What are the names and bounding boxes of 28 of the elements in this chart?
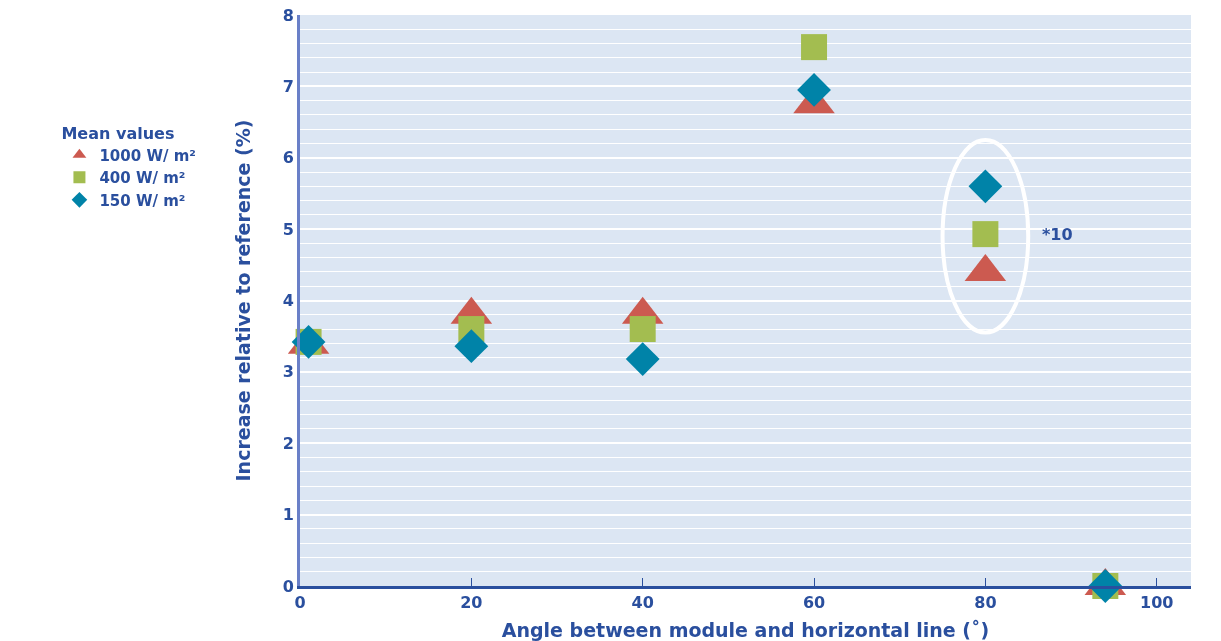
y-tick-label: 3	[282, 362, 294, 382]
y-tick-label: 2	[282, 433, 294, 453]
y-tick-label: 7	[282, 76, 294, 96]
x-tick-label: 100	[1140, 593, 1174, 613]
y-tick-label: 6	[282, 148, 294, 168]
point	[972, 221, 999, 248]
annotation: *10	[1042, 225, 1073, 244]
legend-label: 150 W/ m²	[99, 191, 186, 210]
y-axis-title: Increase relative to reference (%)	[232, 119, 254, 482]
x-tick-label: 80	[974, 593, 997, 613]
legend-title: Mean values	[61, 123, 175, 143]
legend-label: 1000 W/ m²	[99, 146, 196, 165]
y-tick-label: 8	[282, 5, 294, 25]
x-tick-label: 60	[802, 593, 826, 613]
x-tick-label: 20	[460, 593, 483, 613]
y-tick-label: 1	[282, 505, 294, 525]
y-tick-label: 4	[282, 291, 294, 311]
legend-label: 400 W/ m²	[99, 169, 186, 188]
x-axis-title: Angle between module and horizontal line (˚)	[501, 619, 990, 641]
point	[625, 342, 660, 376]
x-tick-label: 40	[631, 593, 654, 613]
y-tick-label: 5	[282, 219, 294, 239]
y-tick-label: 0	[282, 576, 294, 596]
point	[801, 34, 828, 61]
point	[968, 169, 1003, 204]
point	[454, 329, 489, 364]
point	[797, 73, 831, 107]
point	[629, 316, 656, 343]
